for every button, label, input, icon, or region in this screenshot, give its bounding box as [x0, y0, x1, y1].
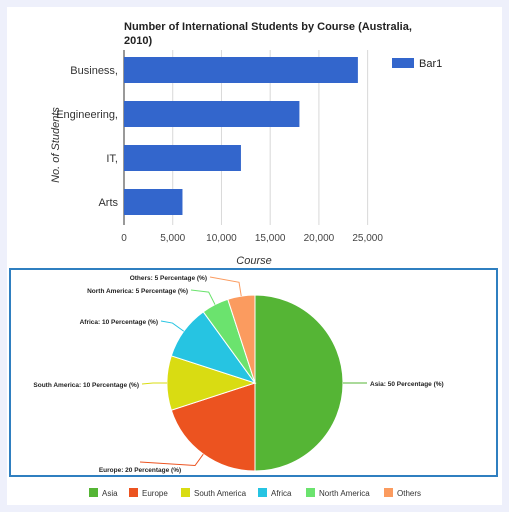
pie-legend-label: Africa — [271, 489, 292, 498]
pie-legend-swatch — [384, 488, 393, 497]
pie-chart-leader-lines — [139, 276, 367, 467]
bar-x-tick-label: 15,000 — [255, 233, 286, 244]
pie-slice-annotation: Asia: 50 Percentage (%) — [370, 381, 444, 388]
bar — [124, 189, 183, 215]
pie-legend-label: South America — [194, 489, 247, 498]
pie-legend-swatch — [89, 488, 98, 497]
pie-leader-line — [141, 382, 167, 385]
bar-chart-bars — [124, 57, 358, 215]
pie-legend-label: North America — [319, 489, 370, 498]
pie-chart-frame — [9, 268, 498, 477]
pie-legend-label: Others — [397, 489, 421, 498]
pie-slice-annotation: North America: 5 Percentage (%) — [87, 288, 188, 295]
pie-chart-legend: Asia Europe South America Africa North Ameri… — [89, 488, 421, 498]
pie-legend-swatch — [181, 488, 190, 497]
bar-chart-title-line1: Number of International Students by Cour… — [124, 21, 412, 33]
bar-x-tick-label: 10,000 — [206, 233, 237, 244]
bar-chart-y-axis-label: No. of Students — [50, 107, 62, 183]
pie-leader-line — [160, 320, 185, 332]
bar-legend-swatch — [392, 58, 414, 68]
bar — [124, 145, 241, 171]
pie-legend-label: Europe — [142, 489, 168, 498]
bar-x-tick-label: 0 — [121, 233, 127, 244]
pie-legend-label: Asia — [102, 489, 118, 498]
bar — [124, 101, 300, 127]
bar-x-tick-label: 5,000 — [160, 233, 185, 244]
pie-chart-slices — [166, 294, 344, 472]
pie-slice — [227, 294, 256, 384]
pie-slice-annotation: Europe: 20 Percentage (%) — [99, 467, 181, 474]
bar-chart-category-labels: Business, Engineering, IT, Arts — [56, 65, 118, 209]
bar-chart-tick-labels: 0 5,000 10,000 15,000 20,000 25,000 — [121, 233, 383, 244]
bar-legend-label: Bar1 — [419, 58, 442, 70]
bar-category-label: Business, — [70, 65, 118, 77]
bar-x-tick-label: 20,000 — [304, 233, 335, 244]
pie-leader-line — [209, 276, 242, 297]
bar-chart-x-axis-label: Course — [236, 255, 271, 267]
bar-category-label: Engineering, — [56, 109, 118, 121]
pie-slice — [170, 382, 256, 472]
pie-legend-swatch — [129, 488, 138, 497]
pie-slice-annotation: Others: 5 Percentage (%) — [130, 275, 207, 282]
pie-leader-line — [139, 453, 204, 467]
pie-slice-annotation: Africa: 10 Percentage (%) — [80, 319, 158, 326]
pie-legend-swatch — [306, 488, 315, 497]
pie-chart-annotations: Asia: 50 Percentage (%) Europe: 20 Percen… — [33, 275, 443, 474]
bar-category-label: IT, — [106, 153, 118, 165]
bar-chart-title-line2: 2010) — [124, 35, 152, 47]
pie-leader-line — [190, 289, 216, 305]
pie-slice-annotation: South America: 10 Percentage (%) — [33, 382, 139, 389]
bar — [124, 57, 358, 83]
bar-category-label: Arts — [98, 197, 118, 209]
pie-slice — [254, 294, 344, 472]
bar-x-tick-label: 25,000 — [352, 233, 383, 244]
pie-legend-swatch — [258, 488, 267, 497]
